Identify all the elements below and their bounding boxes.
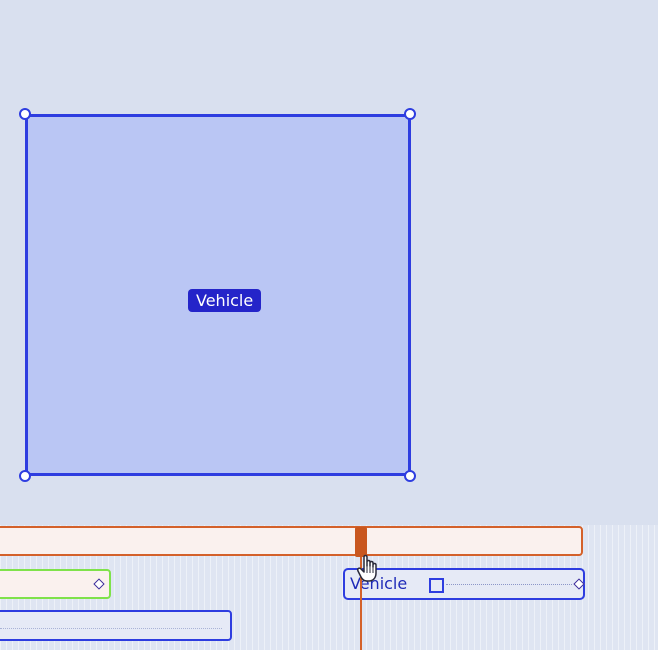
- annotation-canvas[interactable]: Vehicle: [0, 0, 658, 525]
- bounding-box-label: Vehicle: [188, 289, 262, 312]
- timeline-track-bottom[interactable]: [0, 610, 232, 641]
- resize-handle-top-left[interactable]: [19, 108, 31, 120]
- resize-handle-bottom-left[interactable]: [19, 470, 31, 482]
- timeline-scrub-track[interactable]: [0, 526, 583, 556]
- track-dotted-line: [0, 628, 222, 629]
- timeline-panel[interactable]: Vehicle: [0, 525, 658, 650]
- playhead-handle[interactable]: [355, 527, 367, 557]
- square-icon: [429, 578, 444, 593]
- playhead-line[interactable]: [360, 527, 362, 650]
- resize-handle-top-right[interactable]: [404, 108, 416, 120]
- timeline-track-green[interactable]: [0, 569, 111, 599]
- hand-pointer-icon: [357, 554, 377, 582]
- resize-handle-bottom-right[interactable]: [404, 470, 416, 482]
- track-dotted-line: [446, 584, 572, 585]
